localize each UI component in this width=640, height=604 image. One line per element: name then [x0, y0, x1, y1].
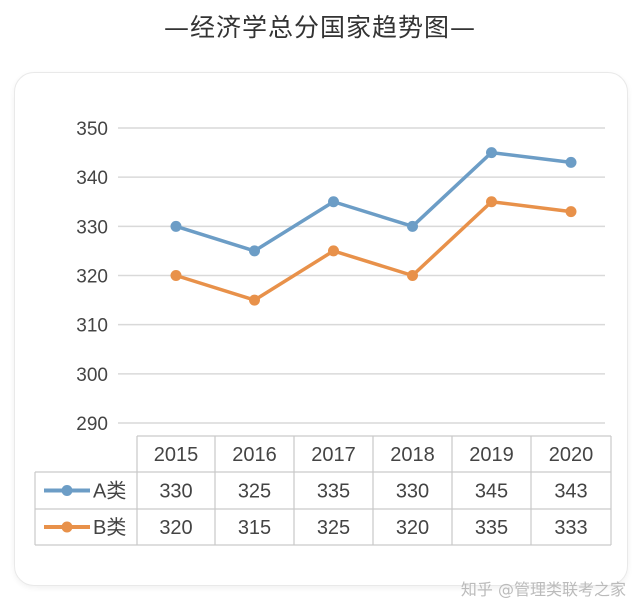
legend-key-marker — [61, 521, 73, 533]
data-label: 330 — [159, 481, 192, 503]
x-tick-label: 2018 — [390, 444, 435, 466]
data-point — [565, 206, 577, 218]
series-lines — [170, 147, 577, 306]
y-tick-label: 330 — [76, 217, 108, 238]
data-point — [249, 294, 260, 306]
y-tick-label: 310 — [76, 316, 108, 337]
x-tick-label: 2017 — [311, 444, 356, 466]
data-point — [170, 270, 182, 281]
data-label: 315 — [238, 517, 271, 539]
data-point — [328, 245, 339, 257]
data-label: 335 — [475, 517, 508, 539]
data-point — [486, 147, 497, 159]
y-tick-label: 320 — [76, 267, 108, 288]
data-label: 320 — [159, 517, 192, 539]
data-label: 325 — [317, 517, 350, 539]
data-point — [407, 220, 418, 232]
y-tick-label: 350 — [76, 119, 108, 140]
y-axis: 290 300 310 320 330 340 350 — [76, 119, 108, 435]
data-label: 320 — [396, 517, 429, 539]
data-point — [170, 220, 182, 232]
legend-key-marker — [61, 485, 73, 496]
data-point — [486, 196, 497, 208]
data-label: 345 — [475, 481, 508, 503]
y-tick-label: 290 — [76, 414, 108, 435]
data-point — [565, 156, 577, 168]
x-tick-label: 2016 — [232, 444, 277, 466]
chart-title: —经济学总分国家趋势图— — [163, 13, 476, 42]
y-tick-label: 300 — [76, 365, 108, 386]
data-table: 2015 2016 2017 2018 2019 2020 A类 330 325 335 330 34… — [34, 435, 612, 546]
watermark: 知乎 @管理类联考之家 — [460, 580, 626, 599]
data-point — [249, 245, 260, 257]
data-label: 343 — [554, 481, 587, 503]
data-label: 335 — [317, 481, 350, 503]
y-tick-label: 340 — [76, 168, 108, 189]
data-point — [407, 270, 418, 281]
data-label: 330 — [396, 481, 429, 503]
series-line — [175, 200, 572, 302]
legend-label: A类 — [93, 480, 126, 503]
data-label: 325 — [238, 481, 271, 503]
x-tick-label: 2020 — [549, 444, 594, 466]
data-label: 333 — [554, 517, 587, 539]
x-tick-label: 2019 — [469, 444, 514, 466]
grid-lines — [118, 127, 605, 424]
x-tick-label: 2015 — [154, 444, 199, 466]
legend-label: B类 — [93, 516, 126, 539]
data-point — [328, 196, 339, 208]
series-line — [175, 150, 572, 253]
